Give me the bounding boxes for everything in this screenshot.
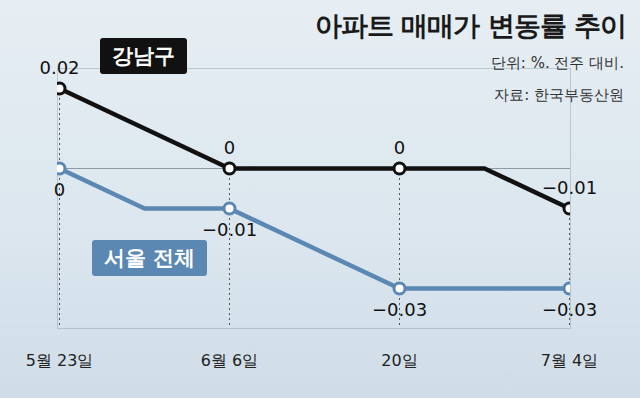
svg-text:20일: 20일: [381, 351, 417, 370]
svg-text:0: 0: [224, 137, 235, 158]
svg-text:6월 6일: 6월 6일: [201, 351, 258, 370]
svg-text:5월 23일: 5월 23일: [26, 351, 94, 370]
svg-text:0: 0: [54, 179, 65, 200]
svg-text:−0.03: −0.03: [372, 299, 427, 320]
svg-text:0.02: 0.02: [39, 57, 79, 78]
html-text:아파트 매매가 변동률 추이: 아파트 매매가 변동률 추이: [314, 10, 626, 41]
html-text:단위: %. 전주 대비.: 단위: %. 전주 대비.: [490, 54, 624, 72]
svg-text:−0.01: −0.01: [542, 177, 597, 198]
svg-text:−0.03: −0.03: [542, 299, 597, 320]
svg-text:0: 0: [394, 137, 405, 158]
html-text:서울 전체: 서울 전체: [104, 246, 196, 270]
html-text:자료: 한국부동산원: 자료: 한국부동산원: [494, 86, 624, 104]
html-text:강남구: 강남구: [112, 44, 175, 68]
svg-text:−0.01: −0.01: [202, 219, 257, 240]
svg-text:7월 4일: 7월 4일: [541, 351, 598, 370]
